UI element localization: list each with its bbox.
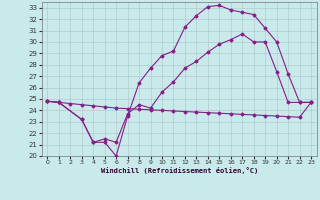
X-axis label: Windchill (Refroidissement éolien,°C): Windchill (Refroidissement éolien,°C) — [100, 167, 258, 174]
